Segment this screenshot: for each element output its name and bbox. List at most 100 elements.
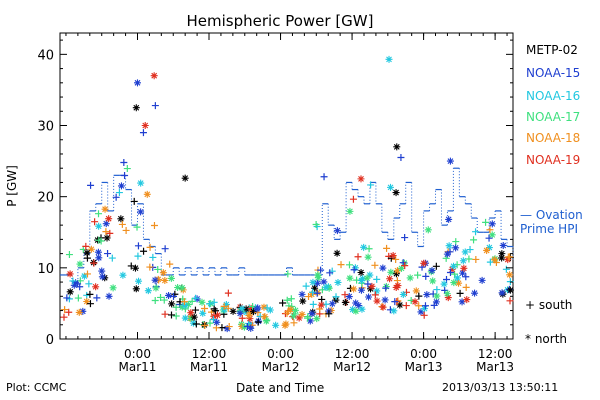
north-point [357, 276, 365, 284]
north-point [193, 295, 201, 303]
north-point [450, 262, 458, 270]
south-point [140, 247, 148, 255]
north-point [366, 271, 374, 279]
north-point [152, 284, 160, 292]
south-point [367, 181, 375, 189]
north-point [117, 215, 125, 223]
south-point [192, 320, 200, 328]
north-point [87, 245, 95, 253]
south-point [320, 173, 328, 181]
north-point [352, 299, 360, 307]
south-point [85, 280, 93, 288]
south-point [420, 311, 428, 319]
south-point [123, 165, 131, 173]
north-point [373, 297, 381, 305]
south-point [446, 248, 454, 256]
south-point [172, 303, 180, 311]
south-point [83, 291, 91, 299]
north-point [105, 292, 113, 300]
south-point [150, 221, 158, 229]
north-point [76, 260, 84, 268]
south-point [430, 301, 438, 309]
south-point [220, 310, 228, 318]
south-point [63, 294, 71, 302]
north-point [352, 307, 360, 315]
south-point [350, 266, 358, 274]
south-point [210, 298, 218, 306]
north-point [444, 294, 452, 302]
south-point [167, 311, 175, 319]
south-point [383, 244, 391, 252]
south-point [93, 294, 101, 302]
north-point [443, 290, 451, 298]
north-point [238, 322, 246, 330]
north-point [198, 298, 206, 306]
north-point [365, 293, 373, 301]
south-point [225, 323, 233, 331]
north-point [440, 280, 448, 288]
north-point [506, 271, 514, 279]
north-point [334, 278, 342, 286]
north-point [345, 293, 353, 301]
north-point [306, 317, 314, 325]
north-point [159, 269, 167, 277]
south-point [172, 312, 180, 320]
south-point [248, 321, 256, 329]
south-point [397, 154, 405, 162]
north-point [178, 303, 186, 311]
south-point [130, 197, 138, 205]
north-point [287, 306, 295, 314]
north-point [66, 288, 74, 296]
north-point [483, 246, 491, 254]
north-point [506, 286, 514, 294]
south-point [309, 300, 317, 308]
south-point [211, 307, 219, 315]
north-point [92, 283, 100, 291]
north-point [355, 301, 363, 309]
north-point [450, 279, 458, 287]
south-point [485, 234, 493, 242]
south-point [422, 272, 430, 280]
north-point [314, 274, 322, 282]
north-point [381, 296, 389, 304]
north-point [190, 313, 198, 321]
north-point [133, 79, 141, 87]
plot-timestamp: 2013/03/13 13:50:11 [442, 381, 559, 394]
north-point [498, 250, 506, 258]
north-point [421, 305, 429, 313]
south-point [161, 245, 169, 253]
north-point [94, 248, 102, 256]
south-point [90, 259, 98, 267]
north-point [247, 304, 255, 312]
north-point [151, 276, 159, 284]
south-point [337, 261, 345, 269]
south-point [402, 302, 410, 310]
y-tick-label: 30 [37, 120, 54, 135]
south-point [504, 253, 512, 261]
south-point [146, 243, 154, 251]
north-point [245, 312, 253, 320]
north-point [229, 307, 237, 315]
ovation-legend-line2: Prime HPI [520, 222, 578, 236]
north-point [443, 250, 451, 258]
north-point [179, 286, 187, 294]
legend-item-noaa19: NOAA-19 [526, 153, 581, 167]
north-point [246, 308, 254, 316]
north-point [298, 290, 306, 298]
north-point [222, 301, 230, 309]
south-point [127, 262, 135, 270]
north-point [458, 298, 466, 306]
south-point [254, 318, 262, 326]
south-point [65, 251, 73, 259]
south-point [224, 304, 232, 312]
north-point [393, 267, 401, 275]
north-point [137, 179, 145, 187]
north-point [367, 285, 375, 293]
north-point [417, 308, 425, 316]
south-point [263, 316, 271, 324]
north-point [132, 104, 140, 112]
south-point [472, 228, 480, 236]
south-point [421, 302, 429, 310]
south-point [238, 314, 246, 322]
